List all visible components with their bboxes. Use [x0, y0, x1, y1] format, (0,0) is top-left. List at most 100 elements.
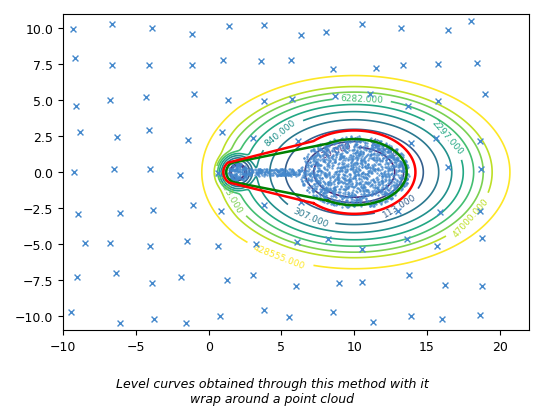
Point	[273, 172, 282, 179]
Point	[380, 173, 389, 180]
Point	[366, 178, 375, 184]
Point	[370, 169, 379, 175]
Point	[263, 170, 272, 176]
Point	[245, 170, 254, 177]
Point	[390, 160, 398, 166]
Point	[433, 243, 442, 250]
Point	[183, 238, 191, 245]
Point	[300, 170, 308, 177]
Point	[375, 151, 384, 158]
Point	[323, 180, 332, 186]
Point	[294, 167, 303, 174]
Point	[369, 157, 378, 163]
Point	[403, 180, 411, 187]
Point	[357, 137, 366, 144]
Point	[378, 198, 386, 204]
Point	[310, 158, 319, 165]
Point	[396, 182, 405, 188]
Point	[308, 187, 317, 193]
Point	[370, 166, 379, 173]
Point	[214, 171, 222, 177]
Point	[308, 147, 317, 153]
Point	[342, 184, 350, 191]
Point	[390, 184, 398, 191]
Point	[397, 181, 405, 188]
Point	[301, 159, 310, 165]
Point	[351, 181, 360, 188]
Point	[277, 170, 286, 176]
Point	[343, 150, 352, 156]
Point	[232, 162, 240, 168]
Point	[358, 184, 367, 191]
Point	[308, 177, 317, 183]
Point	[355, 180, 364, 187]
Point	[304, 177, 313, 184]
Point	[386, 185, 394, 191]
Point	[367, 155, 376, 162]
Point	[401, 162, 410, 168]
Point	[381, 157, 390, 164]
Point	[361, 186, 369, 193]
Point	[314, 152, 323, 159]
Point	[177, 274, 186, 281]
Point	[367, 169, 376, 175]
Point	[278, 167, 287, 174]
Point	[400, 162, 409, 168]
Point	[362, 175, 370, 182]
Point	[305, 166, 313, 173]
Text: 428555.000: 428555.000	[252, 243, 306, 271]
Point	[300, 182, 308, 188]
Point	[310, 169, 319, 175]
Point	[378, 174, 386, 180]
Point	[287, 58, 295, 64]
Point	[379, 173, 387, 180]
Point	[366, 182, 375, 189]
Point	[320, 194, 329, 201]
Point	[382, 142, 391, 148]
Point	[245, 171, 254, 177]
Point	[385, 180, 393, 187]
Point	[398, 160, 406, 167]
Point	[348, 147, 356, 154]
Point	[337, 184, 345, 190]
Point	[374, 165, 382, 171]
Point	[319, 193, 328, 200]
Text: 47000.000: 47000.000	[452, 197, 491, 239]
Point	[314, 195, 323, 202]
Point	[338, 196, 347, 202]
Point	[382, 145, 391, 152]
Point	[368, 145, 377, 151]
Point	[289, 169, 298, 175]
Point	[363, 192, 372, 199]
Point	[335, 171, 343, 178]
Point	[352, 150, 361, 156]
Point	[310, 181, 318, 188]
Point	[306, 177, 315, 183]
Point	[385, 152, 393, 159]
Point	[363, 143, 372, 150]
Point	[230, 172, 239, 179]
Point	[286, 173, 295, 180]
Point	[347, 160, 355, 167]
Point	[313, 163, 322, 169]
Point	[262, 169, 270, 175]
Point	[322, 172, 330, 179]
Point	[382, 192, 391, 198]
Point	[368, 169, 376, 175]
Point	[389, 154, 398, 161]
Point	[339, 172, 348, 178]
Point	[81, 240, 89, 247]
Point	[343, 137, 352, 143]
Point	[301, 178, 310, 185]
Point	[476, 312, 485, 318]
Point	[346, 153, 355, 159]
Point	[369, 163, 378, 170]
Point	[404, 104, 412, 110]
Point	[313, 172, 322, 179]
Point	[235, 174, 244, 181]
Point	[328, 156, 337, 163]
Point	[351, 141, 360, 148]
Point	[324, 142, 333, 148]
Point	[374, 176, 382, 183]
Point	[396, 151, 405, 157]
